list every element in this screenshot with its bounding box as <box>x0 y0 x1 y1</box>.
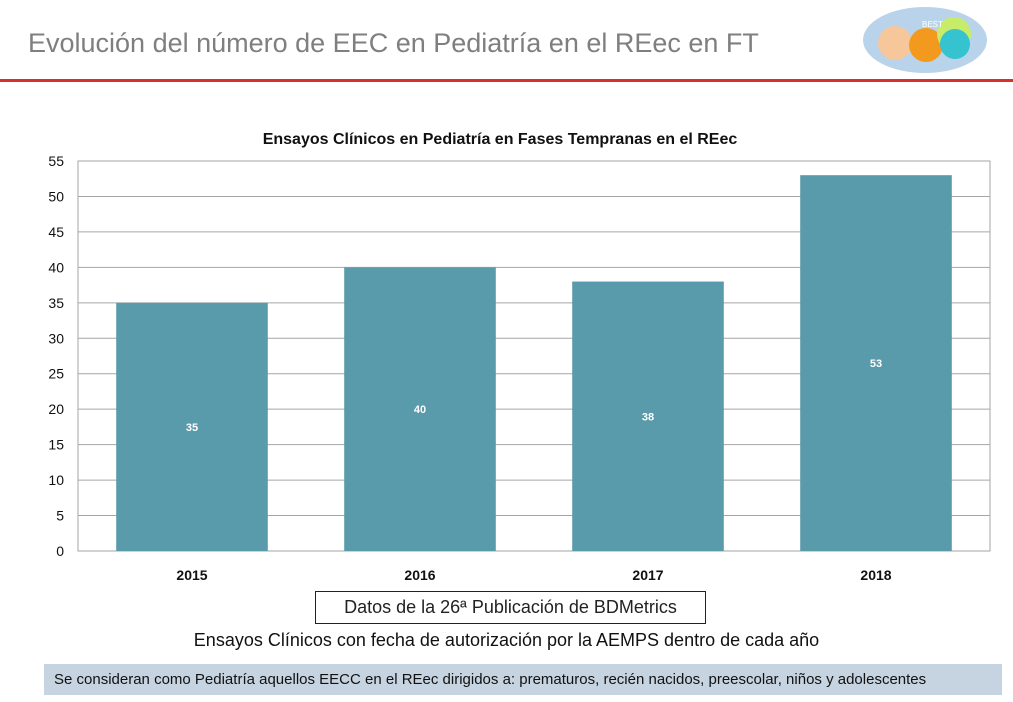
bar-2018 <box>800 175 952 551</box>
y-tick-label: 45 <box>48 224 64 240</box>
data-labels: 35 40 38 53 <box>186 358 882 434</box>
x-tick-label: 2018 <box>860 567 891 583</box>
data-label: 40 <box>414 404 426 416</box>
bar-2015 <box>116 302 268 551</box>
y-tick-label: 40 <box>48 259 64 275</box>
chart-title: Ensayos Clínicos en Pediatría en Fases T… <box>263 131 738 148</box>
y-tick-label: 25 <box>48 366 64 382</box>
y-tick-label: 30 <box>48 330 64 346</box>
logo-text: BEST <box>922 20 943 29</box>
best-logo: BEST <box>863 7 987 73</box>
y-tick-label: 5 <box>56 508 64 524</box>
y-tick-label: 20 <box>48 401 64 417</box>
data-label: 35 <box>186 422 198 434</box>
y-tick-label: 15 <box>48 437 64 453</box>
y-axis-ticks: 0 5 10 15 20 25 30 35 40 45 50 55 <box>48 153 64 559</box>
bar-2016 <box>344 267 496 551</box>
bars <box>116 175 952 551</box>
source-note: Datos de la 26ª Publicación de BDMetrics <box>315 591 706 624</box>
x-tick-label: 2017 <box>632 567 663 583</box>
bar-2017 <box>572 281 724 551</box>
y-tick-label: 10 <box>48 472 64 488</box>
data-label: 38 <box>642 411 654 423</box>
x-axis-ticks: 2015 2016 2017 2018 <box>176 567 891 583</box>
y-tick-label: 50 <box>48 188 64 204</box>
footer-note: Se consideran como Pediatría aquellos EE… <box>44 664 1002 695</box>
bar-chart: Ensayos Clínicos en Pediatría en Fases T… <box>48 131 991 583</box>
y-tick-label: 55 <box>48 153 64 169</box>
slide-title: Evolución del número de EEC en Pediatría… <box>28 28 759 58</box>
x-tick-label: 2015 <box>176 567 207 583</box>
chart-subnote: Ensayos Clínicos con fecha de autorizaci… <box>193 630 820 650</box>
x-tick-label: 2016 <box>404 567 435 583</box>
y-tick-label: 35 <box>48 295 64 311</box>
title-divider <box>0 79 1013 82</box>
y-tick-label: 0 <box>56 543 64 559</box>
data-label: 53 <box>870 358 882 370</box>
